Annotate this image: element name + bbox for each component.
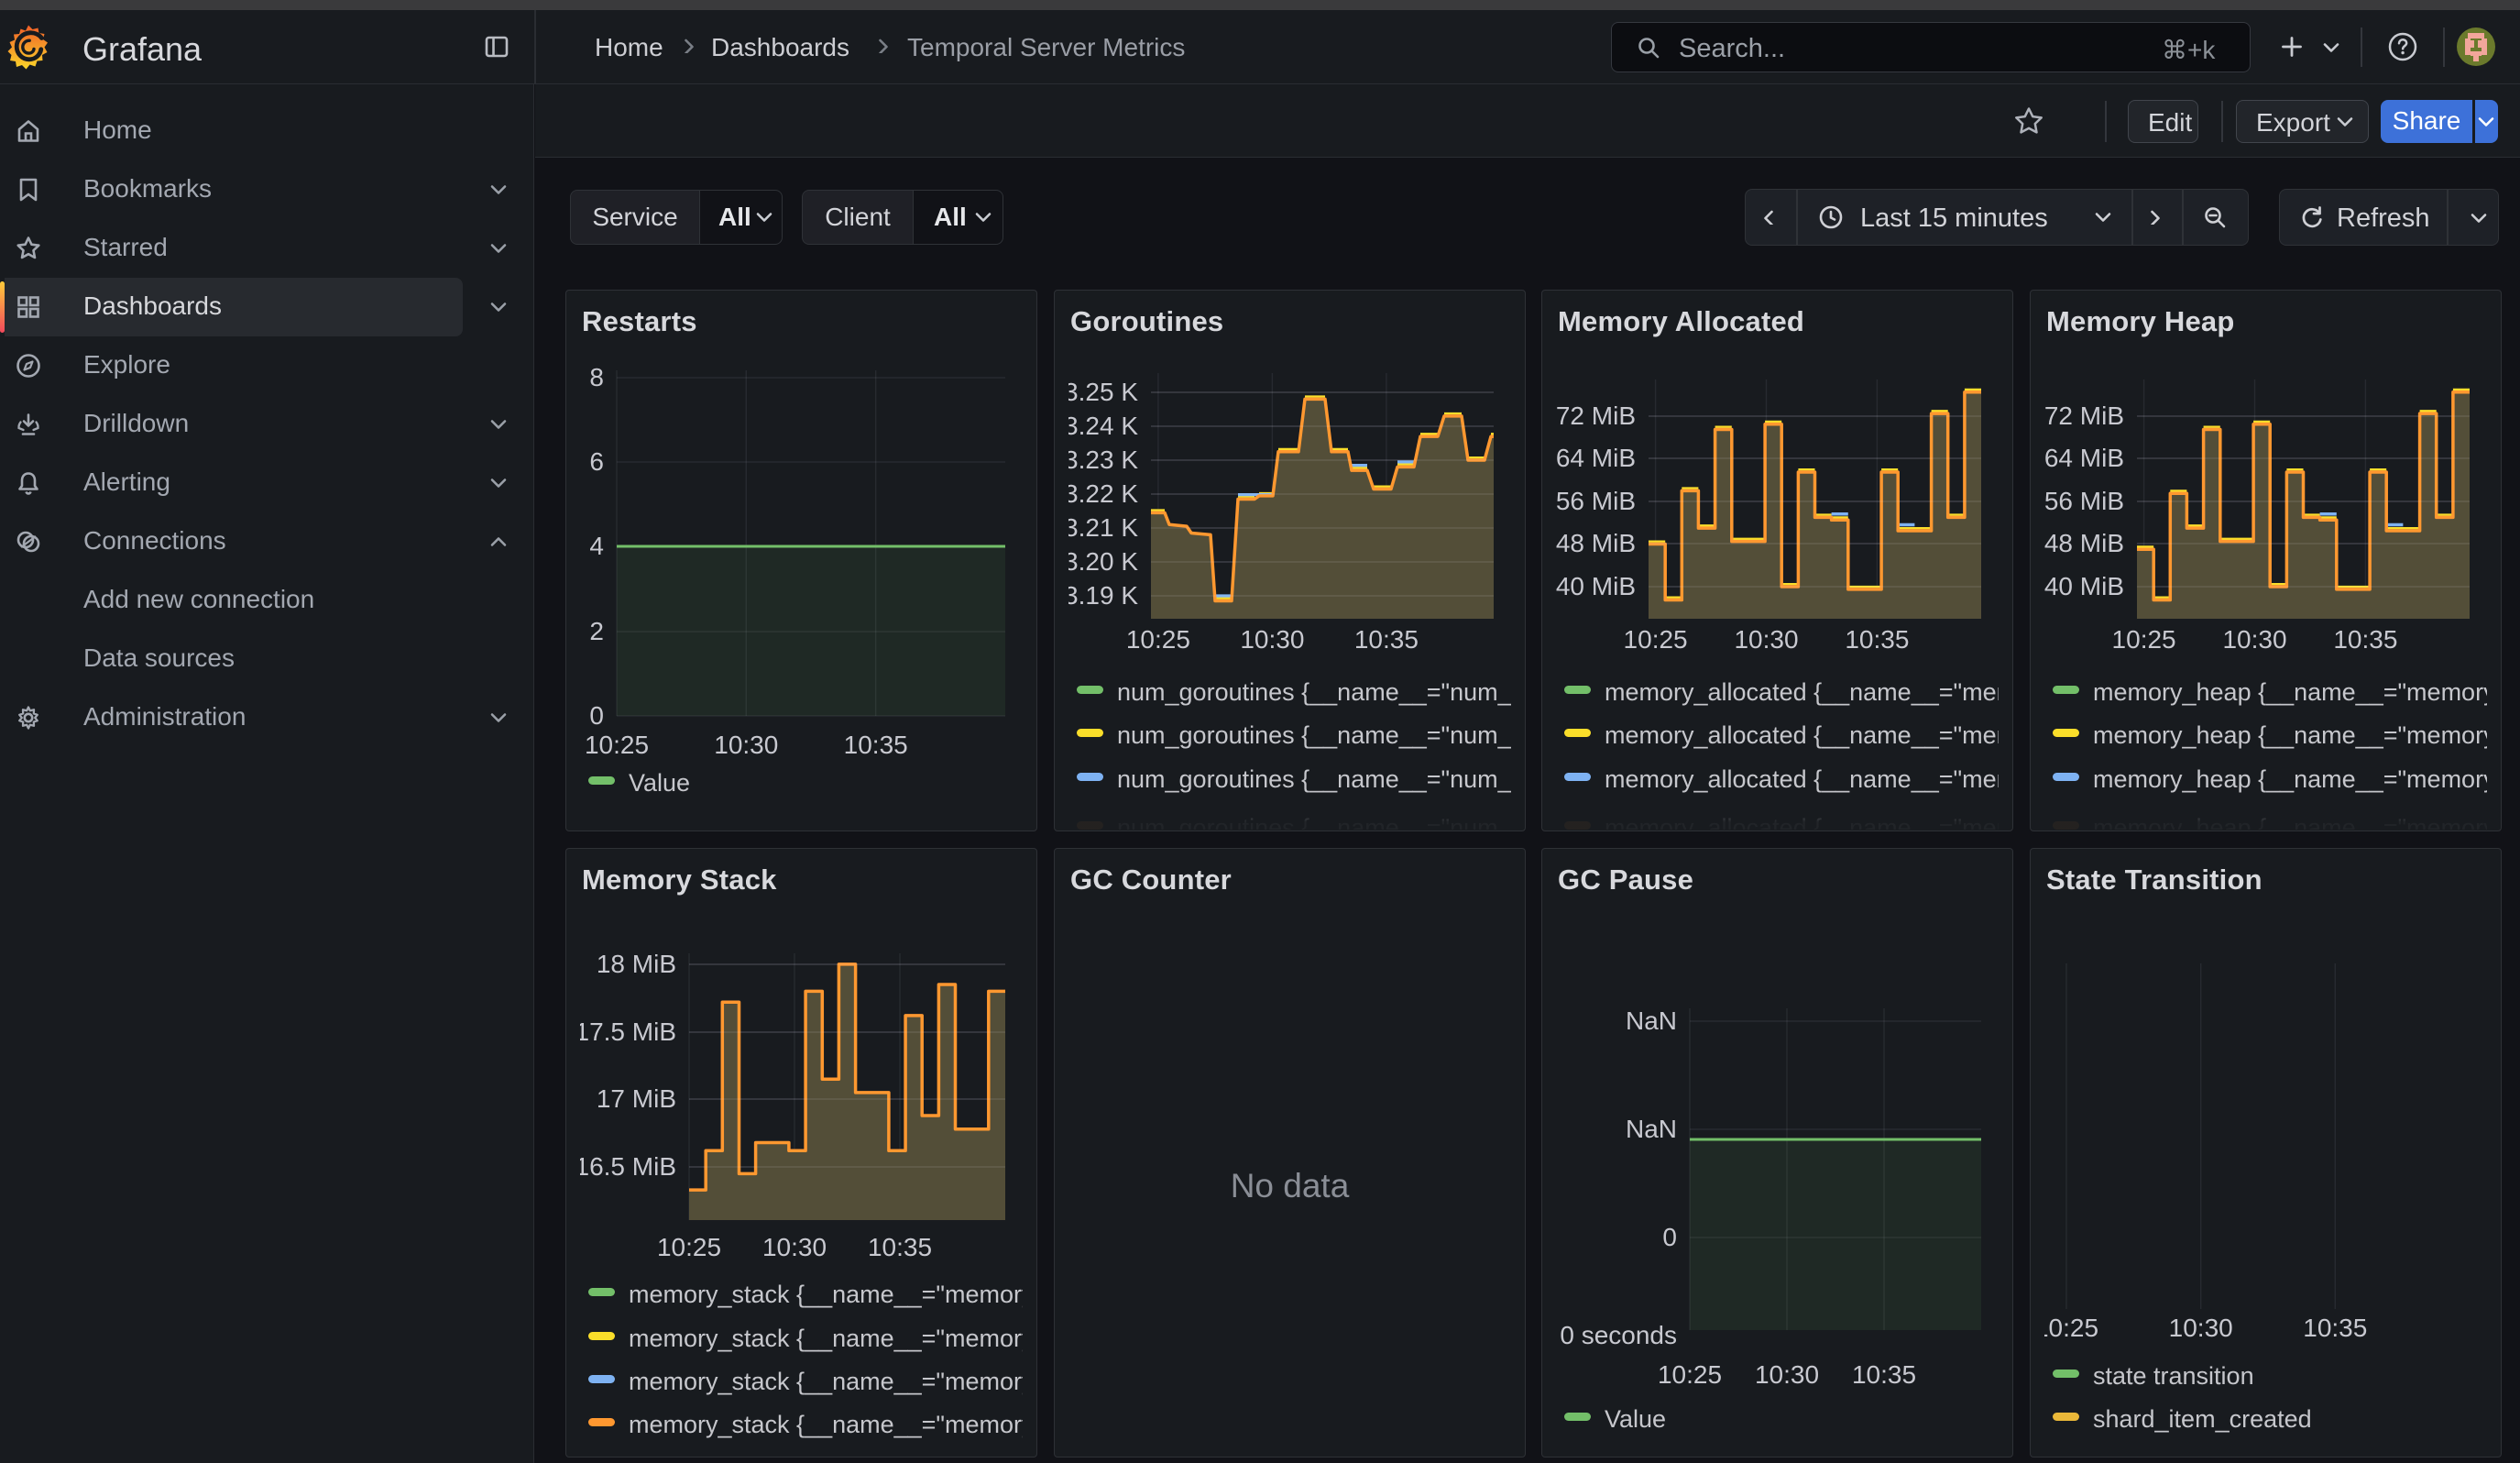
svg-text:64 MiB: 64 MiB xyxy=(2044,444,2124,472)
svg-text:10:25: 10:25 xyxy=(2112,625,2176,654)
svg-text:72 MiB: 72 MiB xyxy=(2044,402,2124,430)
svg-text:10:35: 10:35 xyxy=(2303,1314,2367,1342)
svg-text:10:25: 10:25 xyxy=(1658,1360,1722,1389)
svg-text:48 MiB: 48 MiB xyxy=(1556,529,1636,557)
svg-text:17 MiB: 17 MiB xyxy=(597,1084,676,1113)
svg-text:17.5 MiB: 17.5 MiB xyxy=(580,1018,676,1046)
svg-text:40 MiB: 40 MiB xyxy=(1556,572,1636,600)
svg-text:10:25: 10:25 xyxy=(585,731,649,759)
svg-text:16.5 MiB: 16.5 MiB xyxy=(580,1152,676,1181)
svg-text:10:30: 10:30 xyxy=(1240,625,1304,654)
svg-text:10:30: 10:30 xyxy=(1734,625,1798,654)
svg-text:0 seconds: 0 seconds xyxy=(1560,1321,1677,1349)
svg-text:10:35: 10:35 xyxy=(844,731,908,759)
svg-text:NaN: NaN xyxy=(1626,1115,1677,1143)
svg-text:8: 8 xyxy=(589,363,604,391)
svg-text:56 MiB: 56 MiB xyxy=(2044,487,2124,515)
svg-text:72 MiB: 72 MiB xyxy=(1556,402,1636,430)
svg-text:40 MiB: 40 MiB xyxy=(2044,572,2124,600)
svg-text:4: 4 xyxy=(589,532,604,560)
svg-text:10:25: 10:25 xyxy=(1126,625,1190,654)
svg-text:3.19 K: 3.19 K xyxy=(1068,581,1138,610)
svg-text:NaN: NaN xyxy=(1626,1006,1677,1035)
svg-text:10:30: 10:30 xyxy=(762,1233,827,1261)
svg-text:10:25: 10:25 xyxy=(657,1233,721,1261)
svg-text:10:35: 10:35 xyxy=(868,1233,932,1261)
svg-text:10:25: 10:25 xyxy=(2044,1314,2098,1342)
svg-text:3.21 K: 3.21 K xyxy=(1068,513,1138,542)
svg-text:10:35: 10:35 xyxy=(1845,625,1909,654)
svg-text:56 MiB: 56 MiB xyxy=(1556,487,1636,515)
svg-text:18 MiB: 18 MiB xyxy=(597,950,676,978)
svg-text:10:30: 10:30 xyxy=(1755,1360,1819,1389)
svg-text:3.22 K: 3.22 K xyxy=(1068,479,1138,508)
svg-text:10:30: 10:30 xyxy=(2222,625,2286,654)
svg-text:3.23 K: 3.23 K xyxy=(1068,446,1138,474)
svg-text:3.25 K: 3.25 K xyxy=(1068,378,1138,406)
svg-text:3.20 K: 3.20 K xyxy=(1068,547,1138,576)
svg-text:48 MiB: 48 MiB xyxy=(2044,529,2124,557)
svg-text:0: 0 xyxy=(589,701,604,730)
svg-text:10:35: 10:35 xyxy=(1852,1360,1916,1389)
svg-text:3.24 K: 3.24 K xyxy=(1068,412,1138,440)
svg-text:2: 2 xyxy=(589,617,604,645)
svg-text:0: 0 xyxy=(1662,1223,1677,1251)
svg-text:6: 6 xyxy=(589,447,604,476)
svg-text:10:35: 10:35 xyxy=(2333,625,2397,654)
svg-text:10:30: 10:30 xyxy=(2169,1314,2233,1342)
svg-text:10:25: 10:25 xyxy=(1624,625,1688,654)
svg-text:10:35: 10:35 xyxy=(1354,625,1419,654)
svg-text:10:30: 10:30 xyxy=(714,731,778,759)
svg-text:64 MiB: 64 MiB xyxy=(1556,444,1636,472)
